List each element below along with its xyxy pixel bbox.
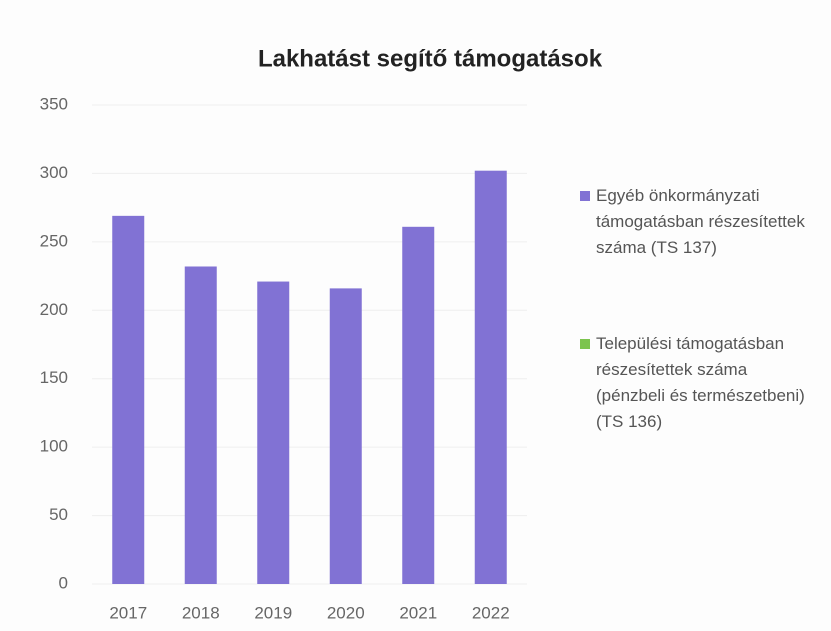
y-tick-label: 0: [59, 573, 68, 592]
x-tick-label: 2017: [109, 603, 147, 622]
legend-label: Települési támogatásban részesítettek sz…: [596, 334, 805, 431]
bar: [474, 170, 507, 585]
x-tick-label: 2021: [399, 603, 437, 622]
bar: [112, 215, 145, 584]
legend-label: Egyéb önkormányzati támogatásban részesí…: [596, 186, 805, 257]
x-tick-label: 2022: [472, 603, 510, 622]
legend-swatch: [580, 191, 590, 201]
chart-title: Lakhatást segítő támogatások: [258, 45, 603, 72]
legend-item: Egyéb önkormányzati támogatásban részesí…: [580, 183, 820, 261]
legend: Egyéb önkormányzati támogatásban részesí…: [580, 183, 820, 505]
bar: [184, 266, 217, 584]
bar: [329, 288, 362, 584]
bar: [257, 281, 290, 584]
y-tick-label: 100: [40, 437, 68, 456]
x-tick-label: 2018: [182, 603, 220, 622]
legend-item: Települési támogatásban részesítettek sz…: [580, 331, 820, 435]
legend-swatch: [580, 339, 590, 349]
y-tick-label: 350: [40, 94, 68, 113]
x-tick-label: 2020: [327, 603, 365, 622]
y-tick-label: 150: [40, 368, 68, 387]
y-tick-label: 50: [49, 505, 68, 524]
x-tick-label: 2019: [254, 603, 292, 622]
y-tick-label: 300: [40, 163, 68, 182]
y-tick-label: 250: [40, 231, 68, 250]
y-tick-label: 200: [40, 300, 68, 319]
bar: [402, 226, 435, 584]
